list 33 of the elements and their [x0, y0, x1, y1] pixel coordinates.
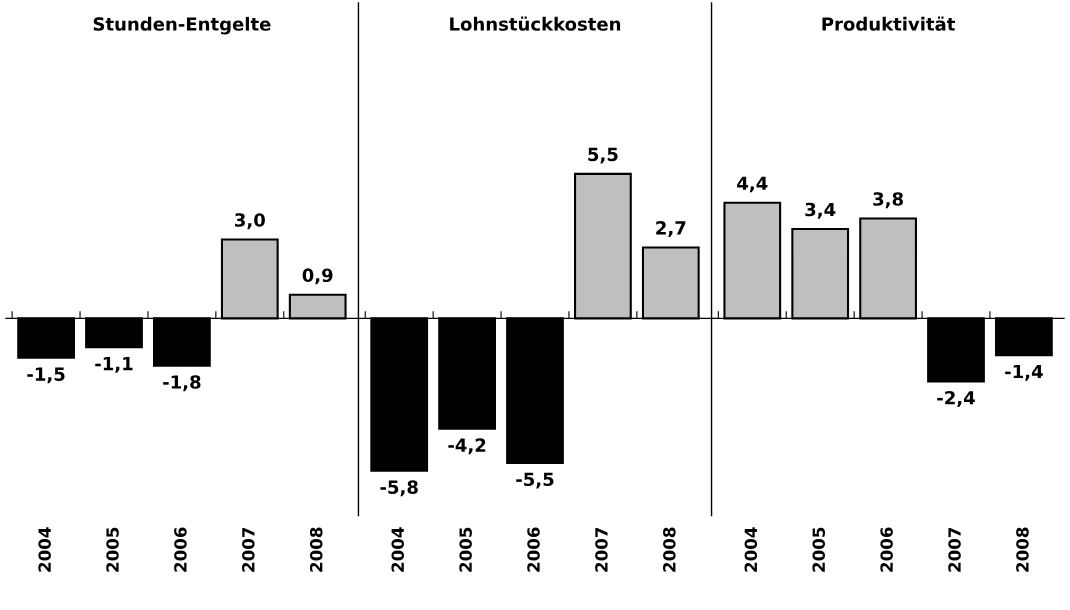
text: Produktivität — [822, 16, 955, 31]
x-tick-label: 2005 — [812, 527, 826, 572]
data-label: -4,2 — [448, 438, 486, 455]
data-label: 3,0 — [235, 213, 265, 230]
x-tick-label: 2005 — [106, 527, 119, 572]
data-label: 4,4 — [737, 176, 768, 193]
x-tick-label: 2004 — [744, 527, 758, 572]
x-tick-label: 2006 — [174, 527, 187, 572]
text: Stunden-Entgelte — [93, 16, 271, 35]
x-tick-label: 2008 — [663, 527, 676, 572]
x-tick-label: 2007 — [242, 527, 255, 572]
data-label: -5,5 — [516, 472, 554, 489]
text: Lohnstückkosten — [450, 16, 621, 31]
data-label: -1,5 — [27, 367, 65, 384]
x-tick-label: 2004 — [391, 527, 405, 572]
data-label: 0,9 — [302, 268, 333, 285]
data-label: 3,8 — [873, 192, 903, 209]
data-label: -1,4 — [1005, 364, 1043, 381]
x-tick-label: 2008 — [1016, 527, 1029, 572]
x-tick-label: 2006 — [527, 527, 540, 572]
x-tick-label: 2007 — [948, 527, 961, 572]
x-tick-label: 2008 — [309, 527, 323, 572]
data-label: 2,7 — [656, 221, 686, 238]
data-label: -1,1 — [95, 357, 133, 373]
data-label: -1,8 — [163, 375, 201, 392]
data-label: -2,4 — [937, 390, 975, 407]
x-tick-label: 2006 — [880, 527, 893, 572]
x-tick-label: 2005 — [459, 527, 472, 572]
data-label: 3,4 — [805, 202, 836, 219]
x-tick-label: 2007 — [595, 527, 608, 572]
data-label: 5,5 — [588, 147, 618, 164]
data-label: -5,8 — [380, 480, 418, 497]
x-tick-label: 2004 — [38, 527, 51, 572]
